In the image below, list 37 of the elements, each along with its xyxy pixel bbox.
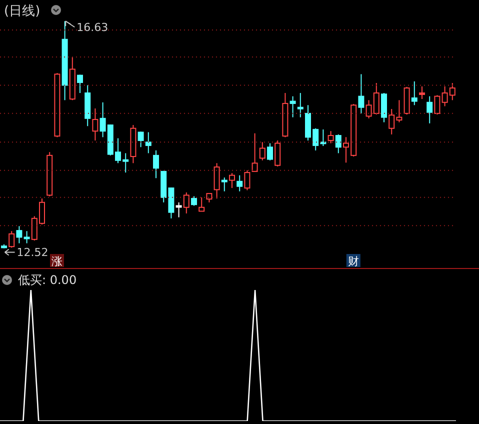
candlestick xyxy=(77,74,83,94)
candlestick xyxy=(411,80,418,106)
candlestick xyxy=(191,196,197,206)
candlestick xyxy=(198,196,205,212)
candlestick xyxy=(214,162,220,200)
candlestick xyxy=(381,92,387,123)
candlestick xyxy=(290,96,296,118)
candlestick xyxy=(267,142,273,161)
candlestick xyxy=(183,192,190,214)
candlestick xyxy=(221,177,228,192)
candlestick xyxy=(426,96,433,124)
candlestick xyxy=(297,92,304,118)
candlestick xyxy=(229,172,235,189)
candlestick xyxy=(8,230,15,248)
candlestick xyxy=(145,132,152,154)
text: 财 xyxy=(348,255,359,268)
candlestick xyxy=(176,202,182,218)
candlestick xyxy=(244,170,250,191)
candlestick xyxy=(153,150,159,179)
candlestick xyxy=(92,108,98,141)
candlestick xyxy=(236,174,243,192)
candlestick xyxy=(328,130,334,144)
candlestick xyxy=(335,134,342,154)
candlestick xyxy=(358,74,364,114)
candlestick xyxy=(252,132,258,172)
chart-title: (日线) xyxy=(4,3,40,20)
candlestick xyxy=(274,140,281,167)
candlestick xyxy=(434,94,440,116)
annotation: 12.52 xyxy=(16,246,48,260)
text: 涨 xyxy=(52,255,62,268)
candlestick xyxy=(138,131,144,148)
annotation: 16.63 xyxy=(76,21,108,34)
candlestick xyxy=(419,86,425,100)
chart-title: 低买: 0.00 xyxy=(18,272,77,289)
candlestick xyxy=(16,226,22,244)
candlestick xyxy=(259,142,266,161)
candlestick xyxy=(24,230,30,244)
